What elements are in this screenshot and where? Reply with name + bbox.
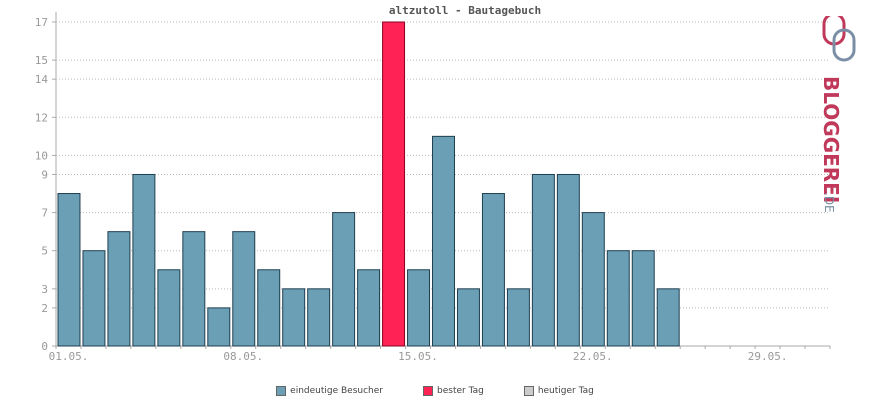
logo-suffix: .DE	[822, 192, 836, 213]
bar	[606, 250, 630, 347]
y-tick-label: 14	[35, 73, 49, 86]
logo-link-icon	[822, 12, 846, 46]
y-tick-label: 7	[41, 207, 48, 220]
bar	[107, 231, 131, 347]
x-tick-label: 15.05.	[398, 350, 438, 363]
y-tick-label: 3	[41, 283, 48, 296]
y-tick-label: 2	[41, 302, 48, 315]
bar	[307, 288, 331, 347]
bar	[656, 288, 680, 347]
legend-label-best-day: bester Tag	[437, 386, 484, 396]
y-tick-label: 0	[41, 340, 48, 353]
bar	[182, 231, 206, 347]
bar	[506, 288, 530, 347]
legend: eindeutige Besucher bester Tag heutiger …	[0, 384, 870, 398]
bar	[456, 288, 480, 347]
legend-swatch-visitors	[276, 386, 287, 396]
bar	[282, 288, 306, 347]
x-tick-label: 22.05.	[573, 350, 613, 363]
bar	[82, 250, 106, 347]
chart-title: altzutoll - Bautagebuch	[388, 4, 542, 17]
bar	[207, 307, 231, 347]
y-tick-label: 9	[41, 168, 48, 181]
bar	[631, 250, 655, 347]
bar-best-day	[382, 21, 406, 347]
bar	[57, 193, 81, 347]
legend-item-today: heutiger Tag	[523, 384, 594, 398]
bar	[531, 173, 555, 347]
bar	[157, 269, 181, 347]
logo-link-icon-2	[832, 28, 856, 62]
legend-swatch-best-day	[423, 386, 433, 396]
x-tick-label: 29.05.	[748, 350, 788, 363]
bar	[556, 173, 580, 347]
bar	[232, 231, 256, 347]
y-tick-label: 17	[35, 16, 48, 29]
x-tick-label: 01.05.	[49, 350, 89, 363]
bar	[407, 269, 431, 347]
bloggerei-logo-graphic: BLOGGEREI .DE	[819, 12, 856, 213]
bar	[432, 135, 455, 347]
bloggerei-logo: BLOGGEREI .DE	[812, 12, 870, 216]
bar	[332, 212, 356, 347]
bar	[132, 173, 156, 347]
y-tick-label: 15	[35, 54, 48, 67]
bar	[581, 212, 605, 347]
y-tick-label: 10	[35, 149, 48, 162]
legend-item-best-day: bester Tag	[423, 384, 484, 398]
legend-label-today: heutiger Tag	[537, 386, 594, 396]
y-tick-label: 12	[35, 111, 48, 124]
legend-swatch-today	[523, 386, 534, 396]
legend-label-visitors: eindeutige Besucher	[290, 386, 383, 396]
bar	[481, 193, 505, 347]
bar	[357, 269, 381, 347]
logo-text: BLOGGEREI	[819, 76, 843, 203]
legend-item-visitors: eindeutige Besucher	[276, 384, 383, 398]
y-tick-label: 5	[41, 245, 48, 258]
x-tick-label: 08.05.	[223, 350, 263, 363]
bar	[257, 269, 281, 347]
